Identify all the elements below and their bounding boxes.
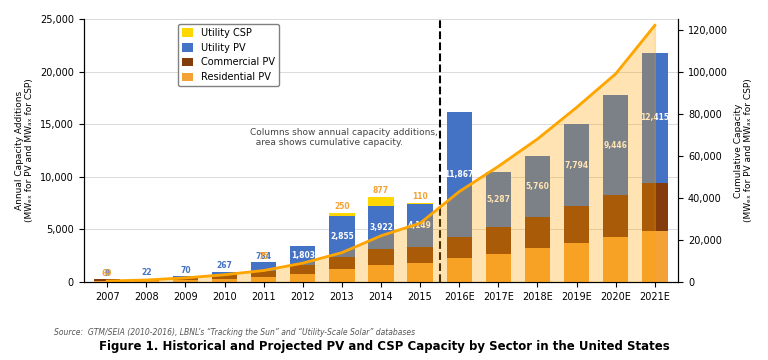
Text: 3,922: 3,922 [369, 223, 393, 232]
Text: 69: 69 [102, 269, 112, 278]
Bar [485, 172, 511, 228]
Y-axis label: Cumulative Capacity
(MWₑₓ for PV and MWₐₓ for CSP): Cumulative Capacity (MWₑₓ for PV and MWₐ… [733, 79, 753, 222]
Bar [642, 183, 667, 230]
Text: Columns show annual capacity additions,
  area shows cumulative capacity.: Columns show annual capacity additions, … [250, 128, 438, 147]
Text: 2,855: 2,855 [330, 232, 354, 241]
Bar [564, 124, 589, 206]
Bar [564, 206, 589, 243]
Bar [290, 265, 316, 274]
Bar [290, 246, 316, 265]
Bar [407, 204, 433, 247]
Bar [212, 279, 237, 282]
Text: 9,446: 9,446 [604, 140, 627, 149]
Bar [369, 206, 394, 249]
Text: 5,287: 5,287 [486, 195, 511, 204]
Bar [329, 216, 355, 257]
Bar [369, 197, 394, 206]
Bar [407, 263, 433, 282]
Bar [290, 274, 316, 282]
Text: Source:  GTM/SEIA (2010-2016), LBNL’s “Tracking the Sun” and “Utility-Scale Sola: Source: GTM/SEIA (2010-2016), LBNL’s “Tr… [54, 328, 415, 337]
Text: Figure 1. Historical and Projected PV and CSP Capacity by Sector in the United S: Figure 1. Historical and Projected PV an… [98, 340, 670, 353]
Bar [173, 276, 198, 277]
Text: 4,149: 4,149 [408, 221, 432, 230]
Legend: Utility CSP, Utility PV, Commercial PV, Residential PV: Utility CSP, Utility PV, Commercial PV, … [177, 24, 279, 86]
Bar [212, 275, 237, 279]
Bar [642, 53, 667, 183]
Bar [485, 254, 511, 282]
Bar [134, 281, 159, 282]
Bar [369, 265, 394, 282]
Bar [329, 269, 355, 282]
Bar [485, 228, 511, 254]
Text: 75: 75 [258, 252, 269, 261]
Text: 70: 70 [180, 266, 190, 275]
Text: 7,794: 7,794 [564, 161, 588, 170]
Bar [251, 262, 276, 270]
Text: 250: 250 [334, 202, 349, 211]
Text: 784: 784 [256, 252, 272, 261]
Bar [251, 277, 276, 282]
Text: 9: 9 [104, 269, 110, 278]
Bar [525, 156, 550, 217]
Bar [603, 237, 628, 282]
Text: 110: 110 [412, 192, 428, 201]
Bar [603, 95, 628, 195]
Text: 11,867: 11,867 [445, 170, 474, 179]
Bar [251, 270, 276, 277]
Text: 5,760: 5,760 [525, 182, 549, 191]
Text: 22: 22 [141, 268, 151, 277]
Bar [642, 230, 667, 282]
Bar [407, 247, 433, 263]
Bar [173, 280, 198, 282]
Text: 267: 267 [217, 261, 233, 270]
Text: 12,415: 12,415 [641, 113, 670, 122]
Bar [446, 112, 472, 237]
Bar [329, 257, 355, 269]
Bar [525, 248, 550, 282]
Bar [212, 272, 237, 275]
Y-axis label: Annual Capacity Additions
(MWₑₓ for PV and MWₐₓ for CSP): Annual Capacity Additions (MWₑₓ for PV a… [15, 79, 35, 222]
Bar [329, 213, 355, 216]
Bar [603, 195, 628, 237]
Bar [134, 279, 159, 281]
Bar [446, 258, 472, 282]
Bar [94, 279, 120, 282]
Text: 877: 877 [373, 186, 389, 195]
Bar [525, 217, 550, 248]
Bar [369, 249, 394, 265]
Bar [173, 277, 198, 280]
Bar [564, 243, 589, 282]
Bar [446, 237, 472, 258]
Text: 1,803: 1,803 [291, 251, 315, 260]
Bar [407, 203, 433, 204]
